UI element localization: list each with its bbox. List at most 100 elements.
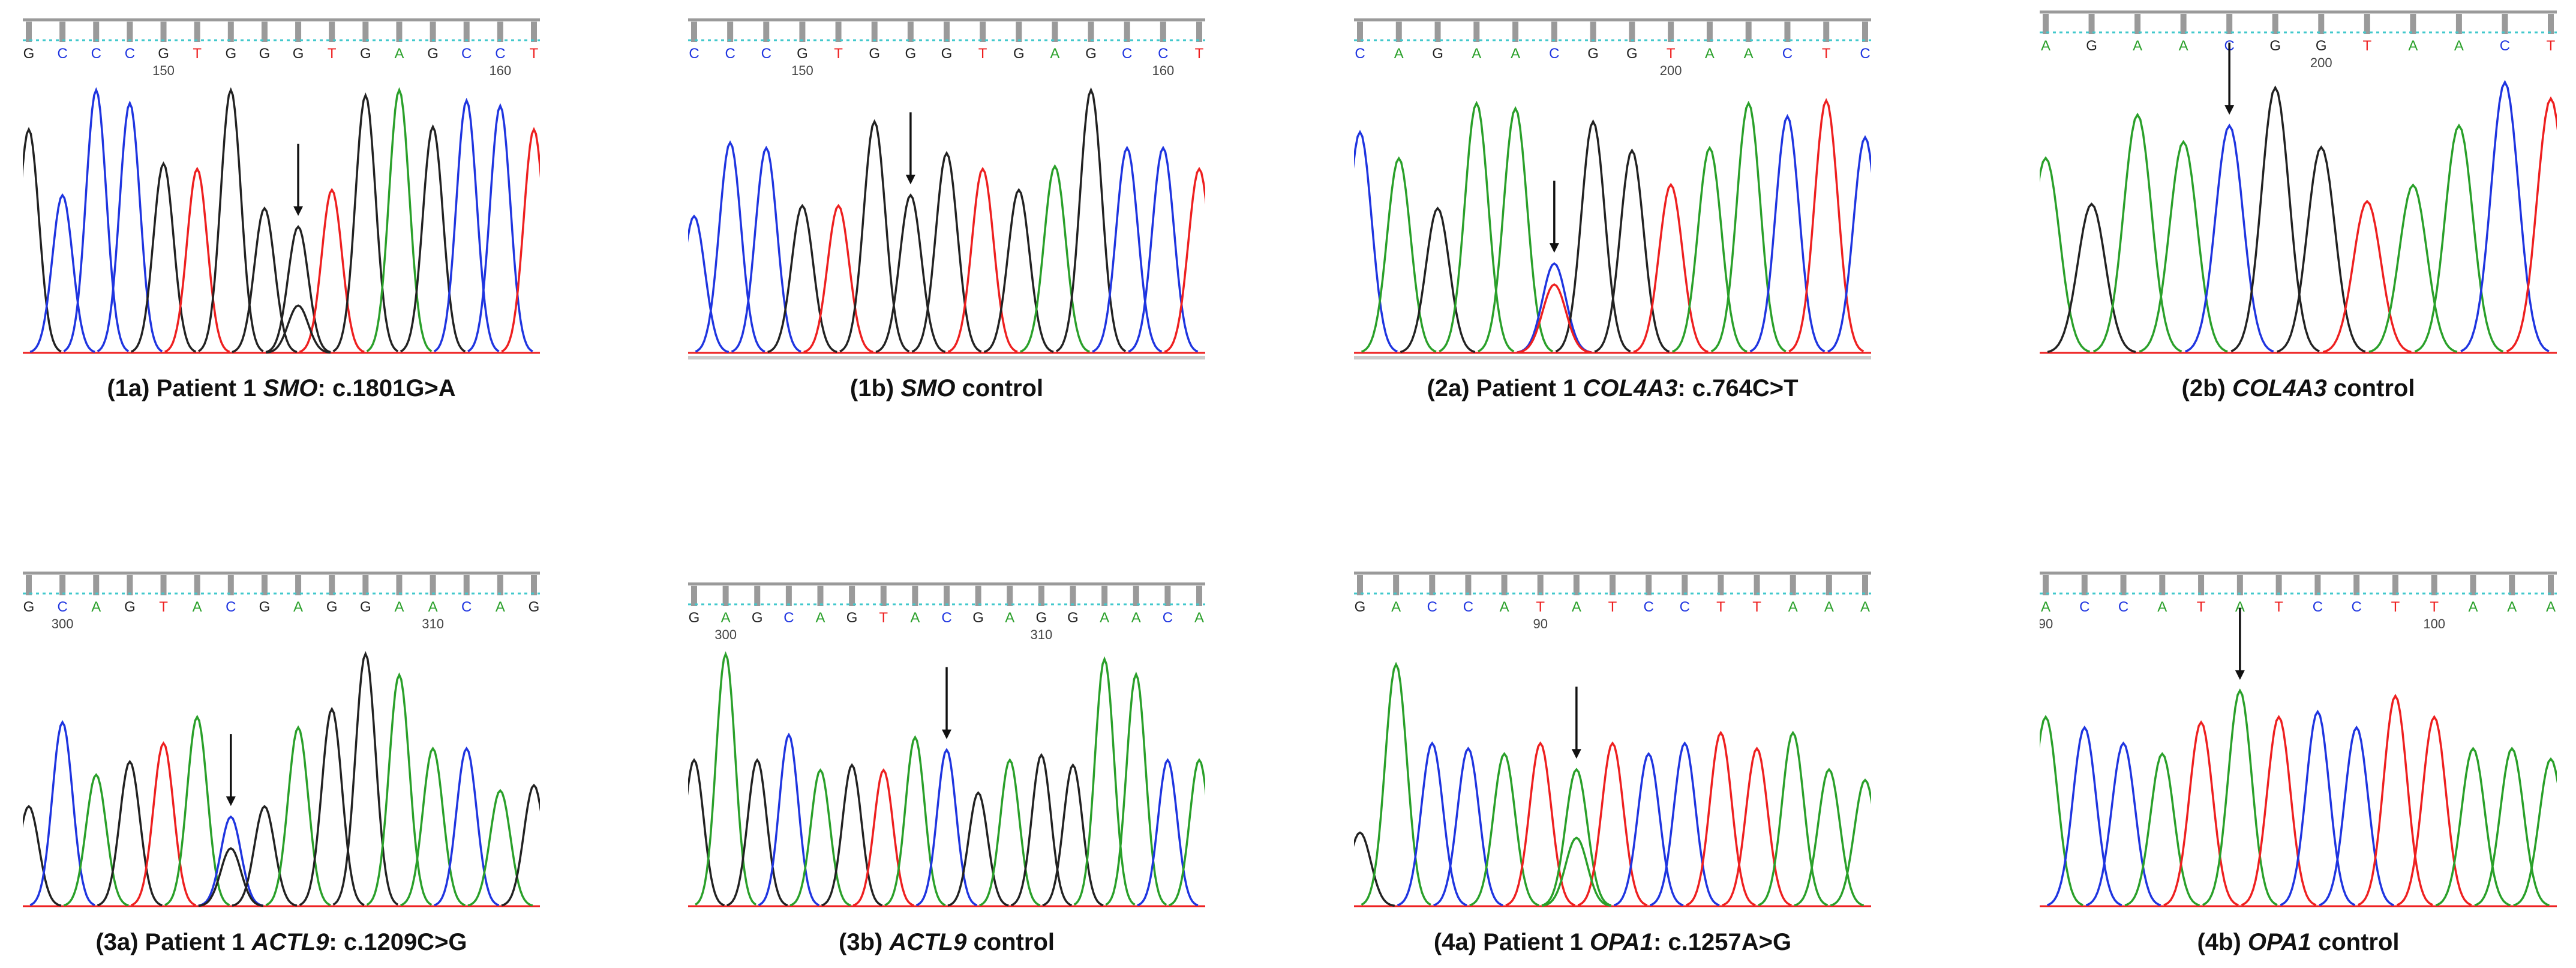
trace-peak <box>63 87 130 352</box>
ruler-bar <box>2470 575 2476 595</box>
ruler-bar <box>1537 575 1544 595</box>
trace-peak <box>1758 730 1829 906</box>
position-label: 200 <box>1660 63 1682 78</box>
ruler-bar <box>93 22 100 42</box>
trace-peak <box>1830 778 1871 907</box>
secondary-peak <box>1517 283 1592 354</box>
ruler-bar <box>1790 575 1796 595</box>
base-call-letter: T <box>1752 599 1761 615</box>
ruler-bar <box>754 586 761 606</box>
panel-2b: AGAACGGTAACT200 (2b) COL4A3 control <box>2040 7 2557 411</box>
trace-peak <box>803 203 873 353</box>
base-call-letter: T <box>2197 599 2206 615</box>
caption-gene: ACTL9 <box>251 929 329 955</box>
ruler-bar <box>1682 575 1688 595</box>
trace-peak <box>433 97 500 352</box>
ruler-bar <box>2353 575 2360 595</box>
chromatogram-3b: G A G C A G T A C G A G G A A C A 300 310 <box>688 579 1205 913</box>
base-call-letter: G <box>2086 38 2097 54</box>
base-call-letter: C <box>1158 46 1168 62</box>
ruler-bar <box>1133 586 1139 606</box>
panel-3b: G A G C A G T A C G A G G A A C A 300 310 (3b) ACTL9 contr… <box>688 579 1205 964</box>
trace-peak <box>1055 87 1127 352</box>
trace-peak <box>63 773 129 907</box>
ruler-bar <box>944 22 950 42</box>
position-label: 150 <box>152 63 175 78</box>
ruler-bar <box>2314 575 2321 595</box>
caption-gene: OPA1 <box>1589 929 1653 955</box>
base-call-letter: A <box>394 46 404 62</box>
trace-peak <box>1671 145 1748 353</box>
trace-peak <box>1128 145 1199 353</box>
base-call-letter: T <box>1536 599 1545 615</box>
ruler-bar <box>722 586 729 606</box>
caption-4b: (4b) OPA1 control <box>2040 929 2557 956</box>
ruler-bar <box>1196 22 1202 42</box>
trace-peak <box>1092 145 1163 353</box>
trace-peak <box>2435 747 2511 907</box>
trace-peak <box>2230 85 2320 352</box>
trace-peak <box>1710 100 1787 353</box>
ruler-bar <box>817 586 824 606</box>
base-call-letter: A <box>2041 599 2050 615</box>
base-call-letter: C <box>1122 46 1132 62</box>
ruler-bar <box>2120 575 2127 595</box>
base-call-letter: C <box>1680 599 1690 615</box>
ruler-bar <box>1629 22 1635 42</box>
base-call-letter: C <box>1355 46 1365 62</box>
arrow-head <box>905 175 915 185</box>
trace-peak <box>1439 100 1515 353</box>
base-call-letter: A <box>2235 599 2245 615</box>
secondary-peak <box>1541 837 1611 907</box>
base-call-letter: G <box>1626 46 1638 62</box>
base-call-letter: T <box>1716 599 1725 615</box>
ruler-bar <box>2502 14 2508 34</box>
base-call-letter: C <box>461 46 472 62</box>
ruler-bar <box>1862 22 1868 42</box>
base-call-letter: G <box>1355 599 1366 615</box>
caption-gene: COL4A3 <box>2232 375 2327 401</box>
ruler-bar <box>1357 22 1363 42</box>
base-call-letter: C <box>226 599 236 615</box>
trace-peak <box>758 732 820 906</box>
ruler-bar <box>1196 586 1202 606</box>
trace-peak <box>1073 656 1136 906</box>
ruler-bar <box>1088 22 1094 42</box>
base-call-letter: T <box>1195 46 1204 62</box>
base-call-letter: A <box>2041 38 2050 54</box>
ruler-bar <box>2236 575 2243 595</box>
trace-peak <box>1400 206 1476 353</box>
trace-peak <box>265 725 331 906</box>
ruler-bar <box>2548 14 2554 34</box>
trace-peak <box>332 651 399 906</box>
ruler-bar <box>1429 575 1436 595</box>
base-call-letter: G <box>259 46 271 62</box>
base-call-letter: C <box>2351 599 2361 615</box>
caption-gene: OPA1 <box>2247 929 2311 955</box>
trace-peak <box>467 789 533 907</box>
ruler-bar <box>463 22 470 42</box>
trace-peak <box>1105 671 1167 906</box>
base-call-letter: A <box>910 610 920 626</box>
ruler-bar <box>1718 575 1724 595</box>
base-call-letter: A <box>428 599 438 615</box>
base-call-letter: C <box>783 610 794 626</box>
trace-peak <box>2163 720 2239 906</box>
caption-suffix: : c.764C>T <box>1677 375 1799 401</box>
base-call-letter: T <box>879 610 888 626</box>
base-call-letter: A <box>1131 610 1141 626</box>
base-call-letter: A <box>1100 610 1109 626</box>
base-call-letter: A <box>2133 38 2142 54</box>
ruler-bar <box>907 22 914 42</box>
trace-peak <box>1361 156 1437 353</box>
ruler-bar <box>1745 22 1752 42</box>
base-call-letter: C <box>461 599 472 615</box>
trace-peak <box>947 791 1009 907</box>
ruler-bar <box>1160 22 1166 42</box>
arrow-head <box>1571 749 1581 759</box>
trace-peak <box>947 166 1018 353</box>
base-call-letter: G <box>1587 46 1599 62</box>
ruler-bar <box>799 22 806 42</box>
ruler-bar <box>531 22 537 42</box>
base-call-letter: T <box>1667 46 1676 62</box>
